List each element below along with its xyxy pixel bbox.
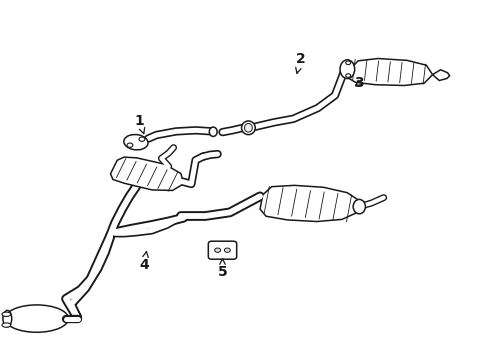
Polygon shape xyxy=(110,157,183,190)
Ellipse shape xyxy=(3,310,12,327)
Circle shape xyxy=(139,137,144,141)
Ellipse shape xyxy=(339,60,354,78)
Ellipse shape xyxy=(123,135,148,150)
Ellipse shape xyxy=(2,312,11,316)
Text: 4: 4 xyxy=(139,251,149,271)
Text: 3: 3 xyxy=(354,76,364,90)
Text: 5: 5 xyxy=(217,258,227,279)
Circle shape xyxy=(345,61,350,64)
Circle shape xyxy=(345,74,350,77)
Polygon shape xyxy=(432,70,449,81)
Ellipse shape xyxy=(241,121,255,135)
Polygon shape xyxy=(348,59,432,85)
Ellipse shape xyxy=(352,199,365,214)
Circle shape xyxy=(127,143,133,147)
Ellipse shape xyxy=(209,127,217,136)
Ellipse shape xyxy=(244,123,252,132)
Polygon shape xyxy=(260,185,360,221)
FancyBboxPatch shape xyxy=(208,241,236,259)
Circle shape xyxy=(224,248,230,252)
Circle shape xyxy=(214,248,220,252)
Text: 2: 2 xyxy=(295,53,305,73)
Text: 1: 1 xyxy=(134,114,144,134)
Ellipse shape xyxy=(5,305,68,332)
Ellipse shape xyxy=(2,323,11,327)
